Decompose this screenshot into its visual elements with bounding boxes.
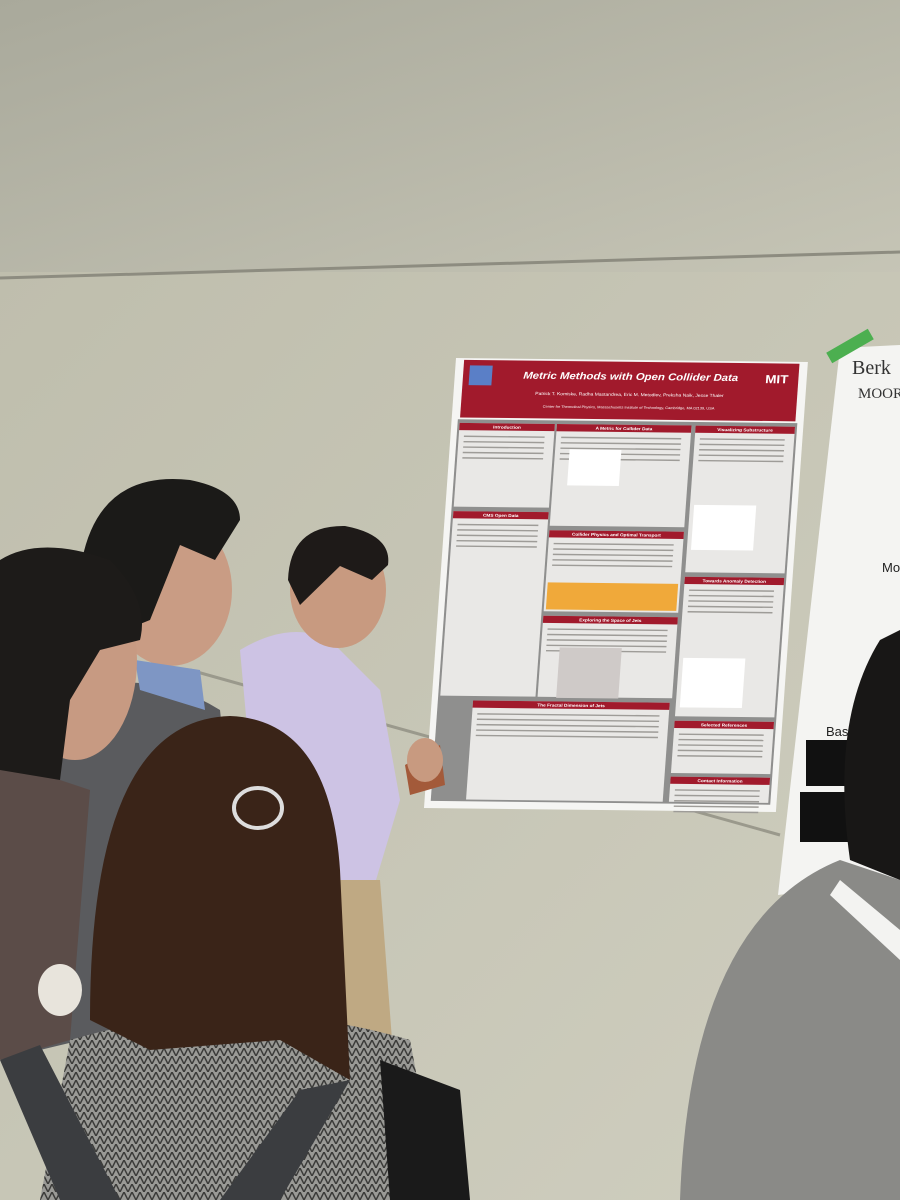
section-title: CMS Open Data [483,513,519,518]
text-line [687,611,773,614]
text-line [677,749,763,753]
text-line [553,548,674,552]
section-title: Collider Physics and Optimal Transport [572,532,662,538]
text-line [674,789,760,792]
text-line [462,457,544,460]
text-line [456,545,537,548]
section-header [452,511,549,520]
person-right [680,630,900,1200]
text-line [560,442,681,445]
section-title: Exploring the Space of Jets [579,618,642,623]
neighbor-logo: Berk [852,357,891,379]
section-header [674,720,775,730]
section-header [684,576,785,586]
poster-title: Metric Methods with Open Collider Data [523,370,739,384]
text-line [677,755,763,758]
section-header [472,700,670,710]
text-line [457,529,539,532]
text-line [678,744,764,747]
wall-seam [0,250,900,280]
section-panel [453,422,555,508]
text-line [462,451,544,455]
section-panel [440,511,549,697]
section-header [695,425,796,434]
text-line [699,443,785,447]
section-header [556,424,692,433]
text-line [688,600,774,603]
section-title: Introduction [493,425,521,430]
text-line [463,446,544,449]
section-title: Selected References [701,723,748,728]
text-line [547,628,668,632]
neighbor-heading: Bas [826,724,849,739]
section-header [548,530,684,539]
text-line [678,738,764,742]
text-line [689,589,775,592]
section-title: Towards Anomaly Detection [702,579,766,584]
section-header [459,422,555,432]
text-line [699,449,785,452]
bag [380,1060,470,1200]
section-header [670,776,771,785]
section-title: A Metric for Collider Data [595,426,653,431]
text-line [476,729,659,733]
text-line [552,559,673,562]
text-line [673,805,759,808]
text-line [561,436,682,440]
section-title: The Fractal Dimension of Jets [537,703,605,708]
text-line [475,734,658,739]
neighbor-heading: Mod [882,560,900,575]
text-line [546,639,667,642]
text-line [463,440,545,444]
person-left [0,547,142,1060]
poster: Metric Methods with Open Collider Data M… [423,358,808,814]
neighbor-foundation: MOOR [858,386,900,402]
text-line [546,644,667,648]
section-title: Visualizing Substructure [717,427,773,432]
section-header [542,615,678,625]
text-line [560,447,681,451]
text-line [476,718,660,723]
text-line [477,713,660,717]
text-line [463,435,545,438]
poster-affiliation: Center for Theoretical Physics, Massachu… [543,405,716,411]
text-line [698,459,784,463]
wall-upper [0,0,900,280]
text-line [674,794,760,798]
text-line [457,523,539,527]
text-line [456,534,538,537]
text-line [552,553,673,557]
text-line [547,633,668,637]
poster-authors: Patrick T. Komiske, Radha Mastandrea, Er… [535,391,724,398]
text-line [476,723,659,728]
text-line [552,564,673,568]
text-line [456,539,538,543]
section-title: Contact Information [697,778,743,783]
poster-logo: MIT [765,373,789,386]
text-line [699,438,785,441]
text-line [553,542,674,546]
text-line [698,454,784,457]
text-line [678,733,764,736]
section-panel [685,425,796,574]
text-line [673,810,759,814]
person-woman [0,716,440,1200]
text-line [687,605,773,609]
text-line [674,800,760,803]
text-line [688,594,774,598]
